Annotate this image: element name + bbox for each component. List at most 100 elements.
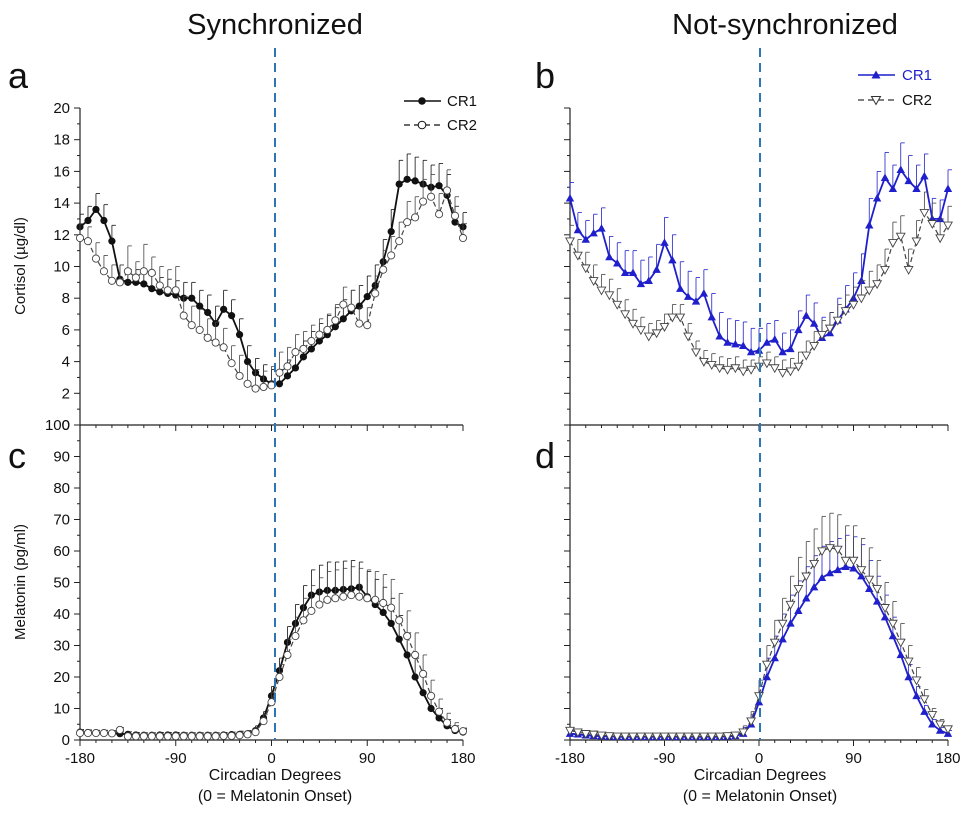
- data-point-cr2: [722, 365, 733, 375]
- data-point-cr2: [935, 234, 946, 244]
- data-point-cr2: [387, 603, 396, 612]
- data-point-cr1: [857, 571, 866, 580]
- data-point-cr2: [259, 717, 268, 726]
- data-point-cr2: [785, 367, 796, 377]
- data-point-cr1: [849, 564, 858, 572]
- data-point-cr1: [331, 323, 339, 331]
- data-point-cr2: [243, 730, 252, 739]
- data-point-cr2: [187, 732, 196, 741]
- data-point-cr2: [435, 210, 444, 219]
- data-point-cr1: [196, 302, 204, 310]
- data-point-cr1: [628, 268, 638, 277]
- data-point-cr2: [596, 731, 607, 741]
- data-point-cr2: [355, 592, 364, 601]
- data-point-cr2: [635, 326, 646, 336]
- data-point-cr2: [283, 650, 292, 660]
- data-point-cr1: [668, 255, 677, 264]
- x-tick-label: -90: [165, 750, 187, 767]
- data-point-cr1: [188, 294, 196, 302]
- data-point-cr2: [785, 600, 796, 610]
- data-point-cr2: [643, 332, 654, 342]
- data-point-cr1: [387, 619, 395, 628]
- data-point-cr1: [652, 265, 661, 273]
- data-point-cr2: [620, 310, 631, 320]
- x-tick-label: 0: [267, 750, 275, 767]
- data-point-cr2: [651, 329, 662, 339]
- data-point-cr2: [115, 278, 124, 287]
- data-point-cr2: [427, 192, 436, 201]
- data-point-cr2: [706, 732, 717, 742]
- data-point-cr2: [355, 319, 364, 328]
- data-point-cr2: [435, 707, 444, 716]
- y-tick-label: 30: [53, 638, 70, 655]
- data-point-cr2: [903, 266, 914, 275]
- data-point-cr2: [211, 732, 220, 741]
- data-point-cr2: [259, 382, 268, 392]
- y-tick-label: 60: [53, 543, 70, 560]
- data-point-cr2: [115, 725, 124, 734]
- data-point-cr2: [419, 197, 428, 206]
- data-point-cr1: [715, 331, 724, 340]
- data-point-cr2: [139, 732, 148, 741]
- data-point-cr1: [565, 194, 575, 202]
- data-point-cr2: [604, 732, 615, 742]
- y-tick-label: 0: [62, 732, 70, 749]
- legend-a-cr1-marker: [418, 97, 426, 105]
- legend-b-cr1-label: CR1: [902, 67, 932, 84]
- data-point-cr1: [620, 268, 630, 277]
- data-point-cr2: [628, 319, 638, 329]
- data-point-cr2: [667, 732, 678, 742]
- data-point-cr2: [943, 725, 953, 735]
- data-point-cr2: [856, 294, 867, 304]
- data-point-cr2: [659, 323, 670, 332]
- data-point-cr1: [857, 276, 866, 284]
- data-point-cr2: [251, 384, 260, 393]
- legend-a-cr2-marker: [417, 120, 427, 130]
- data-point-cr1: [243, 358, 252, 366]
- data-point-cr2: [761, 660, 772, 670]
- data-point-cr2: [935, 720, 946, 730]
- data-point-cr2: [691, 348, 701, 358]
- data-point-cr2: [450, 211, 460, 220]
- data-point-cr1: [275, 380, 284, 388]
- y-tick-label: 12: [53, 227, 70, 244]
- data-point-cr2: [864, 286, 875, 296]
- data-point-cr2: [588, 277, 599, 286]
- data-point-cr1: [597, 224, 606, 232]
- data-point-cr2: [395, 616, 404, 625]
- data-point-cr2: [722, 732, 733, 742]
- y-tick-label: 20: [53, 669, 70, 686]
- data-point-cr1: [872, 597, 882, 605]
- x-tick-label: -180: [555, 750, 585, 767]
- data-point-cr2: [403, 218, 412, 227]
- data-point-cr2: [147, 732, 156, 741]
- data-point-cr2: [99, 729, 108, 738]
- data-point-cr2: [107, 276, 116, 285]
- data-point-cr2: [187, 321, 196, 330]
- data-point-cr2: [331, 316, 340, 325]
- data-point-cr2: [427, 691, 436, 700]
- y-tick-label: 14: [53, 195, 70, 212]
- data-point-cr2: [219, 343, 228, 352]
- data-point-cr2: [809, 559, 820, 569]
- data-point-cr2: [572, 251, 583, 261]
- cortisol-ylabel: Cortisol (µg/dl): [12, 217, 29, 315]
- y-tick-label: 2: [62, 385, 70, 402]
- data-point-cr2: [895, 232, 906, 242]
- data-point-cr2: [339, 300, 348, 309]
- data-point-cr2: [612, 300, 623, 310]
- data-point-cr2: [347, 303, 356, 312]
- data-point-cr1: [100, 216, 108, 225]
- data-point-cr1: [912, 691, 921, 700]
- panel-letter-b: b: [535, 55, 555, 96]
- data-point-cr2: [411, 213, 420, 222]
- data-point-cr1: [339, 315, 347, 323]
- data-point-cr2: [880, 604, 890, 613]
- data-point-cr2: [714, 364, 725, 374]
- data-point-cr1: [825, 568, 835, 577]
- data-point-cr2: [203, 732, 212, 741]
- data-point-cr2: [211, 338, 220, 347]
- data-point-cr2: [123, 267, 132, 276]
- data-point-cr2: [872, 585, 883, 595]
- data-point-cr2: [458, 727, 468, 736]
